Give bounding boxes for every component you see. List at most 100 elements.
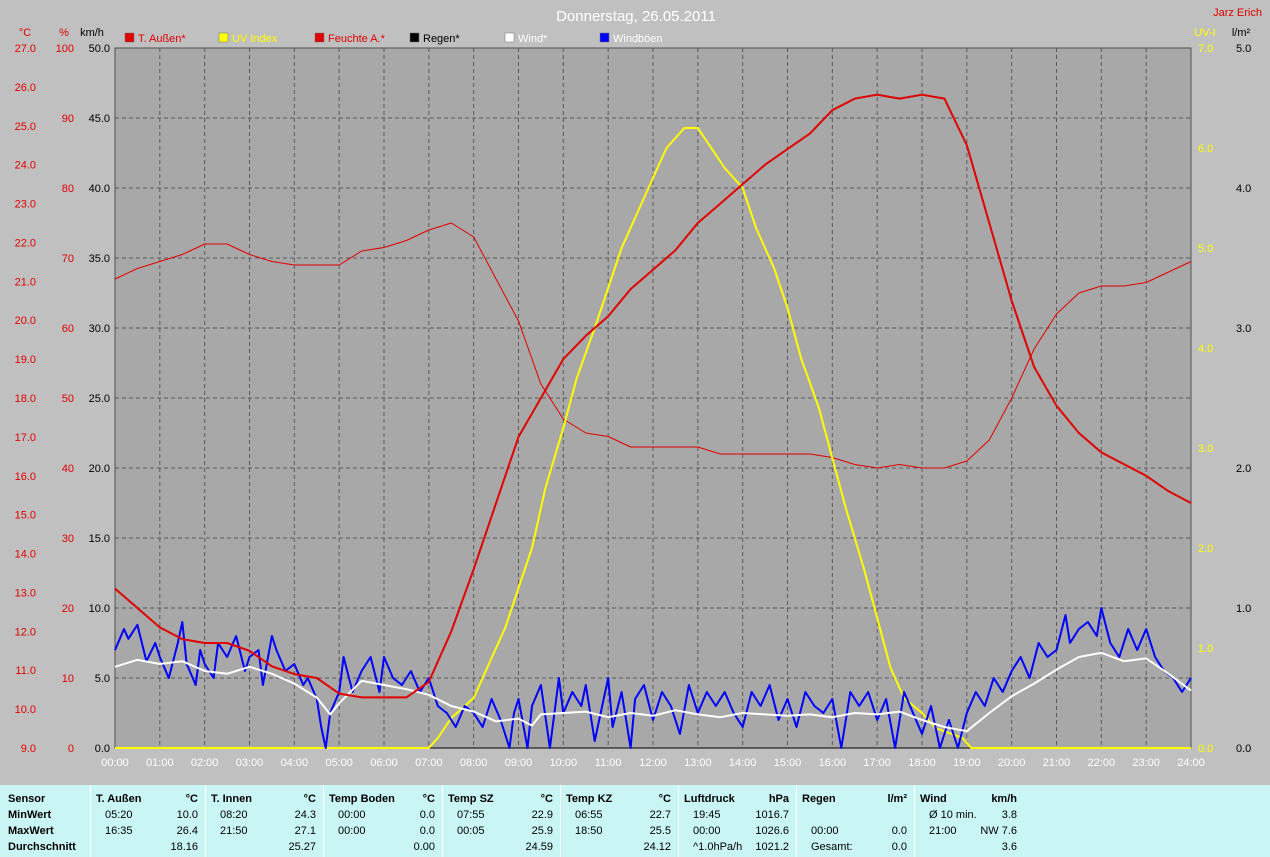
hum-tick-label: 90 <box>62 113 74 125</box>
stats-table: Sensor MinWert MaxWert Durchschnitt T. A… <box>0 785 1270 857</box>
legend-swatch <box>504 32 515 43</box>
stats-cell-value: 0.0 <box>891 841 907 853</box>
row-label-avg: Durchschnitt <box>8 841 76 853</box>
stats-column: Temp KZ °C 06:55 22.7 18:50 25.5 24.12 <box>560 785 679 857</box>
author-label: Jarz Erich <box>1213 7 1262 19</box>
stats-cell-value: 0.00 <box>413 841 435 853</box>
row-label-max: MaxWert <box>8 825 54 837</box>
stats-cell-time: 07:55 <box>457 809 485 821</box>
stats-column-unit: °C <box>303 793 316 805</box>
tick-labels: 27.0 26.0 25.0 24.0 23.0 22.0 21.0 20.0 19.0 18.0… <box>15 43 1252 769</box>
time-tick-label: 01:00 <box>146 757 174 769</box>
temp-tick-label: 25.0 <box>15 121 36 133</box>
stats-column-unit: °C <box>658 793 671 805</box>
stats-cell-time: Ø 10 min. <box>929 809 977 821</box>
stats-column: Temp SZ °C 07:55 22.9 00:05 25.9 24.59 <box>442 785 561 857</box>
stats-cell-time: 16:35 <box>105 825 133 837</box>
stats-cell-time: ^1.0hPa/h <box>693 841 743 853</box>
legend-label: UV Index <box>232 33 278 45</box>
rain-tick-label: 2.0 <box>1236 463 1251 475</box>
stats-column-unit: °C <box>540 793 553 805</box>
temp-tick-label: 26.0 <box>15 82 36 94</box>
temp-tick-label: 23.0 <box>15 199 36 211</box>
wind-tick-label: 15.0 <box>89 533 110 545</box>
weather-chart: Donnerstag, 26.05.2011 Jarz Erich °C % k… <box>14 7 1262 769</box>
chart-title: Donnerstag, 26.05.2011 <box>556 8 716 25</box>
temp-tick-label: 20.0 <box>15 315 36 327</box>
temp-tick-label: 13.0 <box>15 587 36 599</box>
stats-cell-value: 1026.6 <box>755 825 789 837</box>
uv-tick-label: 4.0 <box>1198 343 1213 355</box>
stats-cell-time: 21:50 <box>220 825 248 837</box>
stats-cell-time: 00:00 <box>338 809 366 821</box>
temp-tick-label: 17.0 <box>15 432 36 444</box>
temp-tick-label: 24.0 <box>15 160 36 172</box>
wind-tick-label: 0.0 <box>95 743 110 755</box>
stats-cell-time: 08:20 <box>220 809 248 821</box>
stats-column-unit: °C <box>422 793 435 805</box>
row-label-sensor: Sensor <box>8 793 46 805</box>
stats-cell-value: 1016.7 <box>755 809 789 821</box>
stats-cell-value: 0.0 <box>891 825 907 837</box>
time-tick-label: 04:00 <box>281 757 309 769</box>
wind-tick-label: 10.0 <box>89 603 110 615</box>
time-tick-label: 03:00 <box>236 757 264 769</box>
time-tick-label: 14:00 <box>729 757 757 769</box>
legend-label: Feuchte A.* <box>328 33 386 45</box>
stats-cell-value: 27.1 <box>294 825 316 837</box>
stats-column-unit: km/h <box>991 793 1017 805</box>
wind-axis-unit: km/h <box>80 27 104 39</box>
rain-tick-label: 3.0 <box>1236 323 1251 335</box>
rain-tick-label: 5.0 <box>1236 43 1251 55</box>
hum-tick-label: 80 <box>62 183 74 195</box>
uv-tick-label: 7.0 <box>1198 43 1213 55</box>
stats-cell-time: 00:00 <box>338 825 366 837</box>
temp-tick-label: 19.0 <box>15 354 36 366</box>
time-tick-label: 24:00 <box>1177 757 1205 769</box>
wind-tick-label: 25.0 <box>89 393 110 405</box>
stats-column-name: Regen <box>802 793 836 805</box>
row-label-column: Sensor MinWert MaxWert Durchschnitt <box>0 785 90 857</box>
wind-tick-label: 5.0 <box>95 673 110 685</box>
hum-tick-label: 50 <box>62 393 74 405</box>
stats-cell-value: 10.0 <box>176 809 198 821</box>
stats-column: Wind km/h Ø 10 min. 3.8 21:00 NW 7.6 3.6 <box>914 785 1025 857</box>
rain-tick-label: 0.0 <box>1236 743 1251 755</box>
time-tick-label: 23:00 <box>1132 757 1160 769</box>
stats-column-unit: hPa <box>768 793 789 805</box>
stats-column-name: T. Außen <box>96 793 142 805</box>
uv-tick-label: 2.0 <box>1198 543 1213 555</box>
stats-cell-time: Gesamt: <box>811 841 853 853</box>
time-tick-label: 02:00 <box>191 757 219 769</box>
temp-tick-label: 11.0 <box>15 665 36 677</box>
hum-tick-label: 20 <box>62 603 74 615</box>
time-tick-label: 22:00 <box>1088 757 1116 769</box>
time-tick-label: 13:00 <box>684 757 712 769</box>
series-line-uv-index <box>115 127 1191 749</box>
hum-tick-label: 30 <box>62 533 74 545</box>
stats-cell-time: 06:55 <box>575 809 603 821</box>
wind-tick-label: 35.0 <box>89 253 110 265</box>
rain-tick-label: 1.0 <box>1236 603 1251 615</box>
legend: T. Außen* UV Index Feuchte A.* Regen* Wind* W… <box>124 32 663 45</box>
legend-label: T. Außen* <box>138 33 186 45</box>
series-line-wind <box>114 651 1192 733</box>
uv-tick-label: 6.0 <box>1198 143 1213 155</box>
temp-tick-label: 16.0 <box>15 471 36 483</box>
stats-column: Luftdruck hPa 19:45 1016.7 00:00 1026.6 ^1.0hP… <box>678 785 797 857</box>
temp-tick-label: 27.0 <box>15 43 36 55</box>
wind-tick-label: 45.0 <box>89 113 110 125</box>
time-tick-label: 10:00 <box>550 757 578 769</box>
legend-swatch <box>314 32 325 43</box>
time-tick-label: 15:00 <box>774 757 802 769</box>
temp-axis-unit: °C <box>19 27 31 39</box>
stats-cell-value: 22.7 <box>649 809 671 821</box>
wind-tick-label: 20.0 <box>89 463 110 475</box>
legend-label: Wind* <box>518 33 548 45</box>
temp-tick-label: 10.0 <box>15 704 36 716</box>
stats-column-name: Luftdruck <box>684 793 735 805</box>
series-line-t-außen <box>114 93 1192 699</box>
temp-tick-label: 15.0 <box>15 510 36 522</box>
stats-column-name: T. Innen <box>211 793 252 805</box>
stats-cell-value: 0.0 <box>419 825 435 837</box>
